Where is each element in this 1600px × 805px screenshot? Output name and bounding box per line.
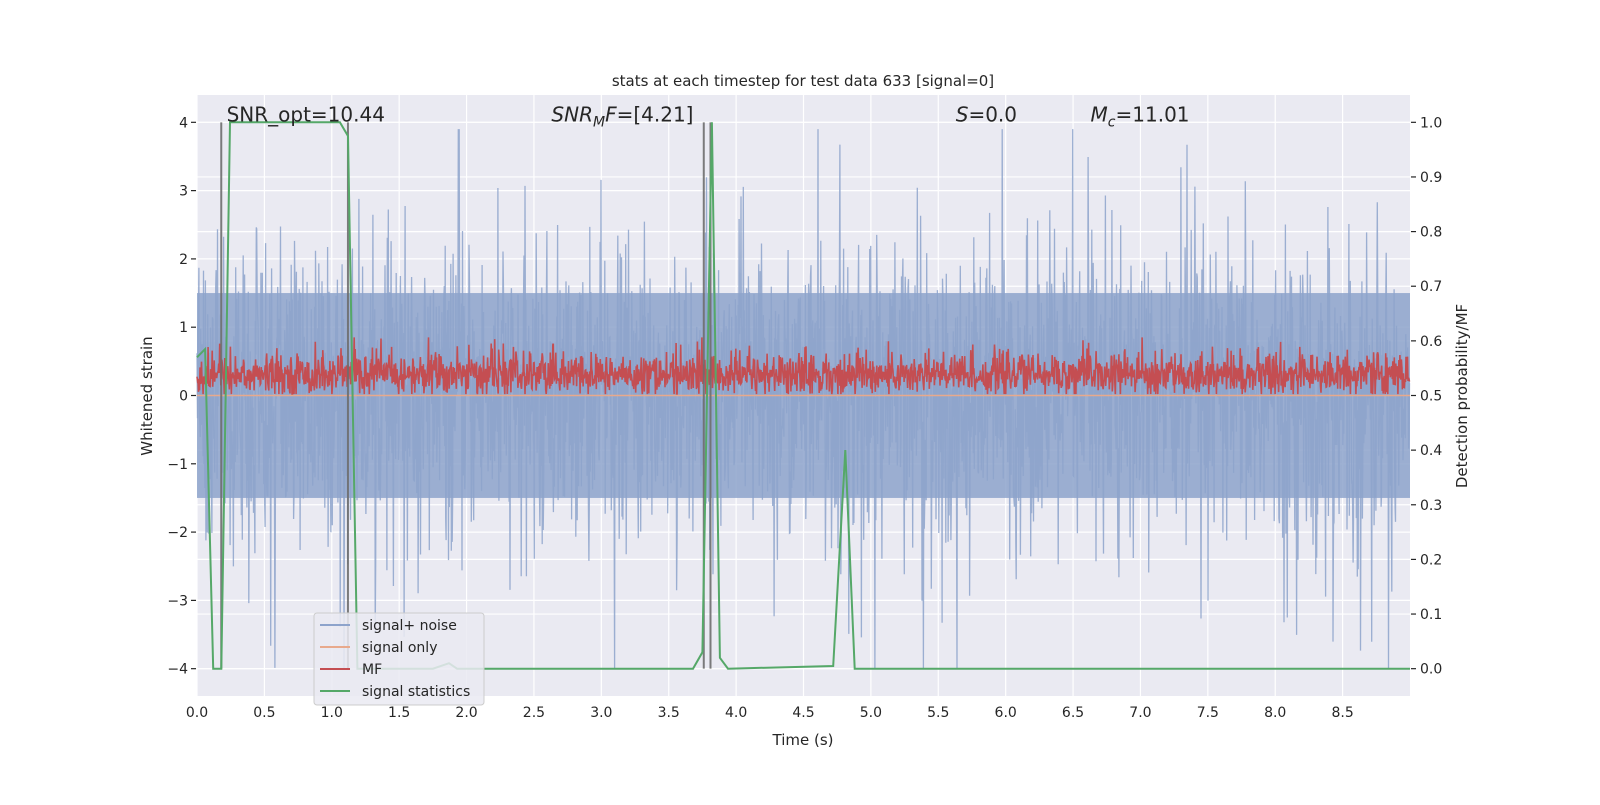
snr-mf-rest: =[4.21]: [617, 102, 694, 126]
legend-label: signal+ noise: [362, 618, 457, 634]
legend-label: signal statistics: [362, 684, 470, 700]
y-tick-label: −1: [167, 457, 188, 473]
x-tick-label: 8.0: [1264, 705, 1286, 721]
snr-mf-main: SNR: [551, 102, 593, 126]
x-tick-label: 6.5: [1062, 705, 1084, 721]
x-tick-label: 0.0: [186, 705, 208, 721]
x-tick-label: 5.0: [860, 705, 882, 721]
x-tick-label: 2.5: [523, 705, 545, 721]
y-tick-label: 1: [179, 320, 188, 336]
x-tick-label: 1.5: [388, 705, 410, 721]
x-tick-label: 2.0: [455, 705, 477, 721]
mc-rest: =11.01: [1116, 102, 1190, 126]
mc-main: M: [1091, 102, 1108, 126]
y-axis-right-label: Detection probability/MF: [1453, 304, 1471, 488]
x-tick-label: 7.0: [1129, 705, 1151, 721]
ticks: 0.0 0.5 1.0 1.5 2.0 2.5 3.0 3.5 4.0 4.5 5.0 5.5 6.0 6…: [167, 115, 1442, 721]
legend: signal+ noise signal only MF signal statist…: [313, 612, 485, 706]
x-tick-label: 4.0: [725, 705, 747, 721]
annotation-s: S=0.0: [956, 102, 1017, 126]
y-tick-label: −2: [167, 525, 188, 541]
y-right-tick-label: 0.8: [1420, 225, 1442, 241]
x-axis-label: Time (s): [772, 731, 834, 749]
chart-title: stats at each timestep for test data 633…: [612, 72, 994, 90]
y-tick-label: 0: [179, 389, 188, 405]
annotation-snr-opt: SNR_opt=10.44: [227, 102, 385, 126]
y-right-tick-label: 0.4: [1420, 443, 1442, 459]
mf-line: [196, 337, 1411, 395]
annotations: SNR_opt=10.44 SNRMF=[4.21] S=0.0 Mc=11.0…: [227, 102, 1190, 130]
y-right-tick-label: 0.6: [1420, 334, 1442, 350]
x-tick-label: 1.0: [321, 705, 343, 721]
x-tick-label: 3.0: [590, 705, 612, 721]
vertical-markers: [220, 122, 712, 669]
y-axis-label: Whitened strain: [138, 336, 156, 455]
x-tick-label: 8.5: [1331, 705, 1353, 721]
y-tick-label: −4: [167, 662, 188, 678]
annotation-mc: Mc=11.01: [1091, 102, 1190, 130]
s-rest: =0.0: [968, 102, 1017, 126]
y-tick-label: 2: [179, 252, 188, 268]
legend-label: MF: [362, 662, 382, 678]
y-tick-label: −3: [167, 593, 188, 609]
y-right-tick-label: 0.2: [1420, 552, 1442, 568]
y-right-tick-label: 0.7: [1420, 279, 1442, 295]
snr-mf-sub: M: [593, 114, 605, 130]
x-tick-label: 3.5: [658, 705, 680, 721]
legend-box: [313, 612, 485, 706]
snr-mf-rest-italic: F: [605, 102, 617, 126]
y-right-tick-label: 0.1: [1420, 607, 1442, 623]
x-tick-label: 5.5: [927, 705, 949, 721]
y-right-tick-label: 0.3: [1420, 498, 1442, 514]
y-tick-label: 4: [179, 115, 188, 131]
x-tick-label: 4.5: [792, 705, 814, 721]
x-tick-label: 6.0: [995, 705, 1017, 721]
x-tick-label: 0.5: [253, 705, 275, 721]
legend-label: signal only: [362, 640, 437, 656]
mc-sub: c: [1108, 114, 1116, 130]
annotation-snr-mf: SNRMF=[4.21]: [551, 102, 693, 130]
y-tick-label: 3: [179, 184, 188, 200]
y-right-tick-label: 1.0: [1420, 115, 1442, 131]
y-right-tick-label: 0.0: [1420, 662, 1442, 678]
x-tick-label: 7.5: [1197, 705, 1219, 721]
y-right-tick-label: 0.9: [1420, 170, 1442, 186]
y-right-tick-label: 0.5: [1420, 389, 1442, 405]
series-mf: [196, 337, 1411, 395]
s-main: S: [956, 102, 969, 126]
